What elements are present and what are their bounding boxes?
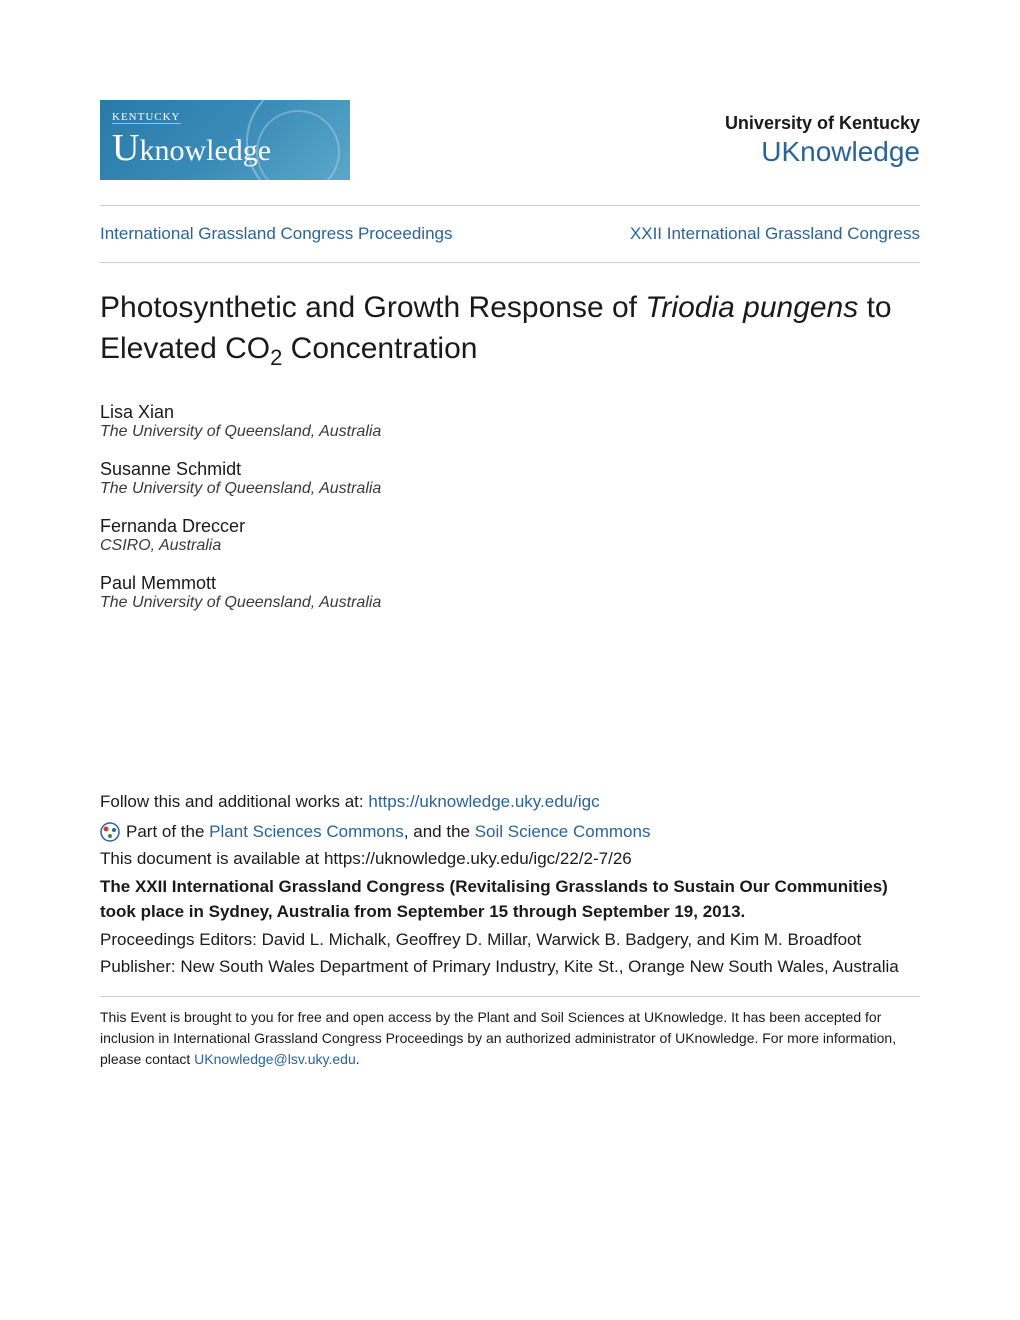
author-name: Lisa Xian <box>100 402 920 423</box>
author-name: Fernanda Dreccer <box>100 516 920 537</box>
commons-sep: , and the <box>404 822 475 841</box>
follow-label: Follow this and additional works at: <box>100 792 368 811</box>
institution-block: University of Kentucky UKnowledge <box>725 113 920 168</box>
footer-text: This Event is brought to you for free an… <box>100 1007 920 1070</box>
logo-kentucky-text: KENTUCKY <box>112 111 181 124</box>
soil-science-link[interactable]: Soil Science Commons <box>475 822 651 841</box>
author-block: Lisa Xian The University of Queensland, … <box>100 402 920 441</box>
divider <box>100 262 920 263</box>
follow-section: Follow this and additional works at: htt… <box>100 792 920 1070</box>
title-subscript: 2 <box>270 345 282 370</box>
editors-text: Proceedings Editors: David L. Michalk, G… <box>100 927 920 953</box>
conference-text: The XXII International Grassland Congres… <box>100 874 920 925</box>
article-title: Photosynthetic and Growth Response of Tr… <box>100 288 920 372</box>
author-block: Paul Memmott The University of Queenslan… <box>100 573 920 612</box>
author-name: Paul Memmott <box>100 573 920 594</box>
title-part3: Concentration <box>282 332 477 365</box>
breadcrumb-proceedings-link[interactable]: International Grassland Congress Proceed… <box>100 224 452 244</box>
author-affiliation: The University of Queensland, Australia <box>100 480 920 498</box>
breadcrumb-congress-link[interactable]: XXII International Grassland Congress <box>630 224 920 244</box>
logo-uknowledge-text: Uknowledge <box>112 126 350 170</box>
title-part1: Photosynthetic and Growth Response of <box>100 291 645 324</box>
footer-divider <box>100 996 920 997</box>
follow-text: Follow this and additional works at: htt… <box>100 792 920 812</box>
institution-name: University of Kentucky <box>725 113 920 134</box>
part-of-label: Part of the <box>126 822 209 841</box>
contact-email-link[interactable]: UKnowledge@lsv.uky.edu <box>194 1051 356 1067</box>
follow-link[interactable]: https://uknowledge.uky.edu/igc <box>368 792 599 811</box>
header-row: KENTUCKY Uknowledge University of Kentuc… <box>100 100 920 180</box>
author-block: Fernanda Dreccer CSIRO, Australia <box>100 516 920 555</box>
author-block: Susanne Schmidt The University of Queens… <box>100 459 920 498</box>
breadcrumb: International Grassland Congress Proceed… <box>100 206 920 262</box>
footer-end: . <box>356 1051 360 1067</box>
commons-text: Part of the Plant Sciences Commons, and … <box>126 822 650 842</box>
author-affiliation: The University of Queensland, Australia <box>100 594 920 612</box>
title-species: Triodia pungens <box>645 291 858 324</box>
repository-link[interactable]: UKnowledge <box>725 136 920 168</box>
author-affiliation: The University of Queensland, Australia <box>100 423 920 441</box>
publisher-text: Publisher: New South Wales Department of… <box>100 954 920 980</box>
uknowledge-logo[interactable]: KENTUCKY Uknowledge <box>100 100 350 180</box>
plant-sciences-link[interactable]: Plant Sciences Commons <box>209 822 404 841</box>
availability-text: This document is available at https://uk… <box>100 846 920 872</box>
network-icon <box>100 822 120 842</box>
commons-line: Part of the Plant Sciences Commons, and … <box>100 822 920 842</box>
author-name: Susanne Schmidt <box>100 459 920 480</box>
author-affiliation: CSIRO, Australia <box>100 537 920 555</box>
